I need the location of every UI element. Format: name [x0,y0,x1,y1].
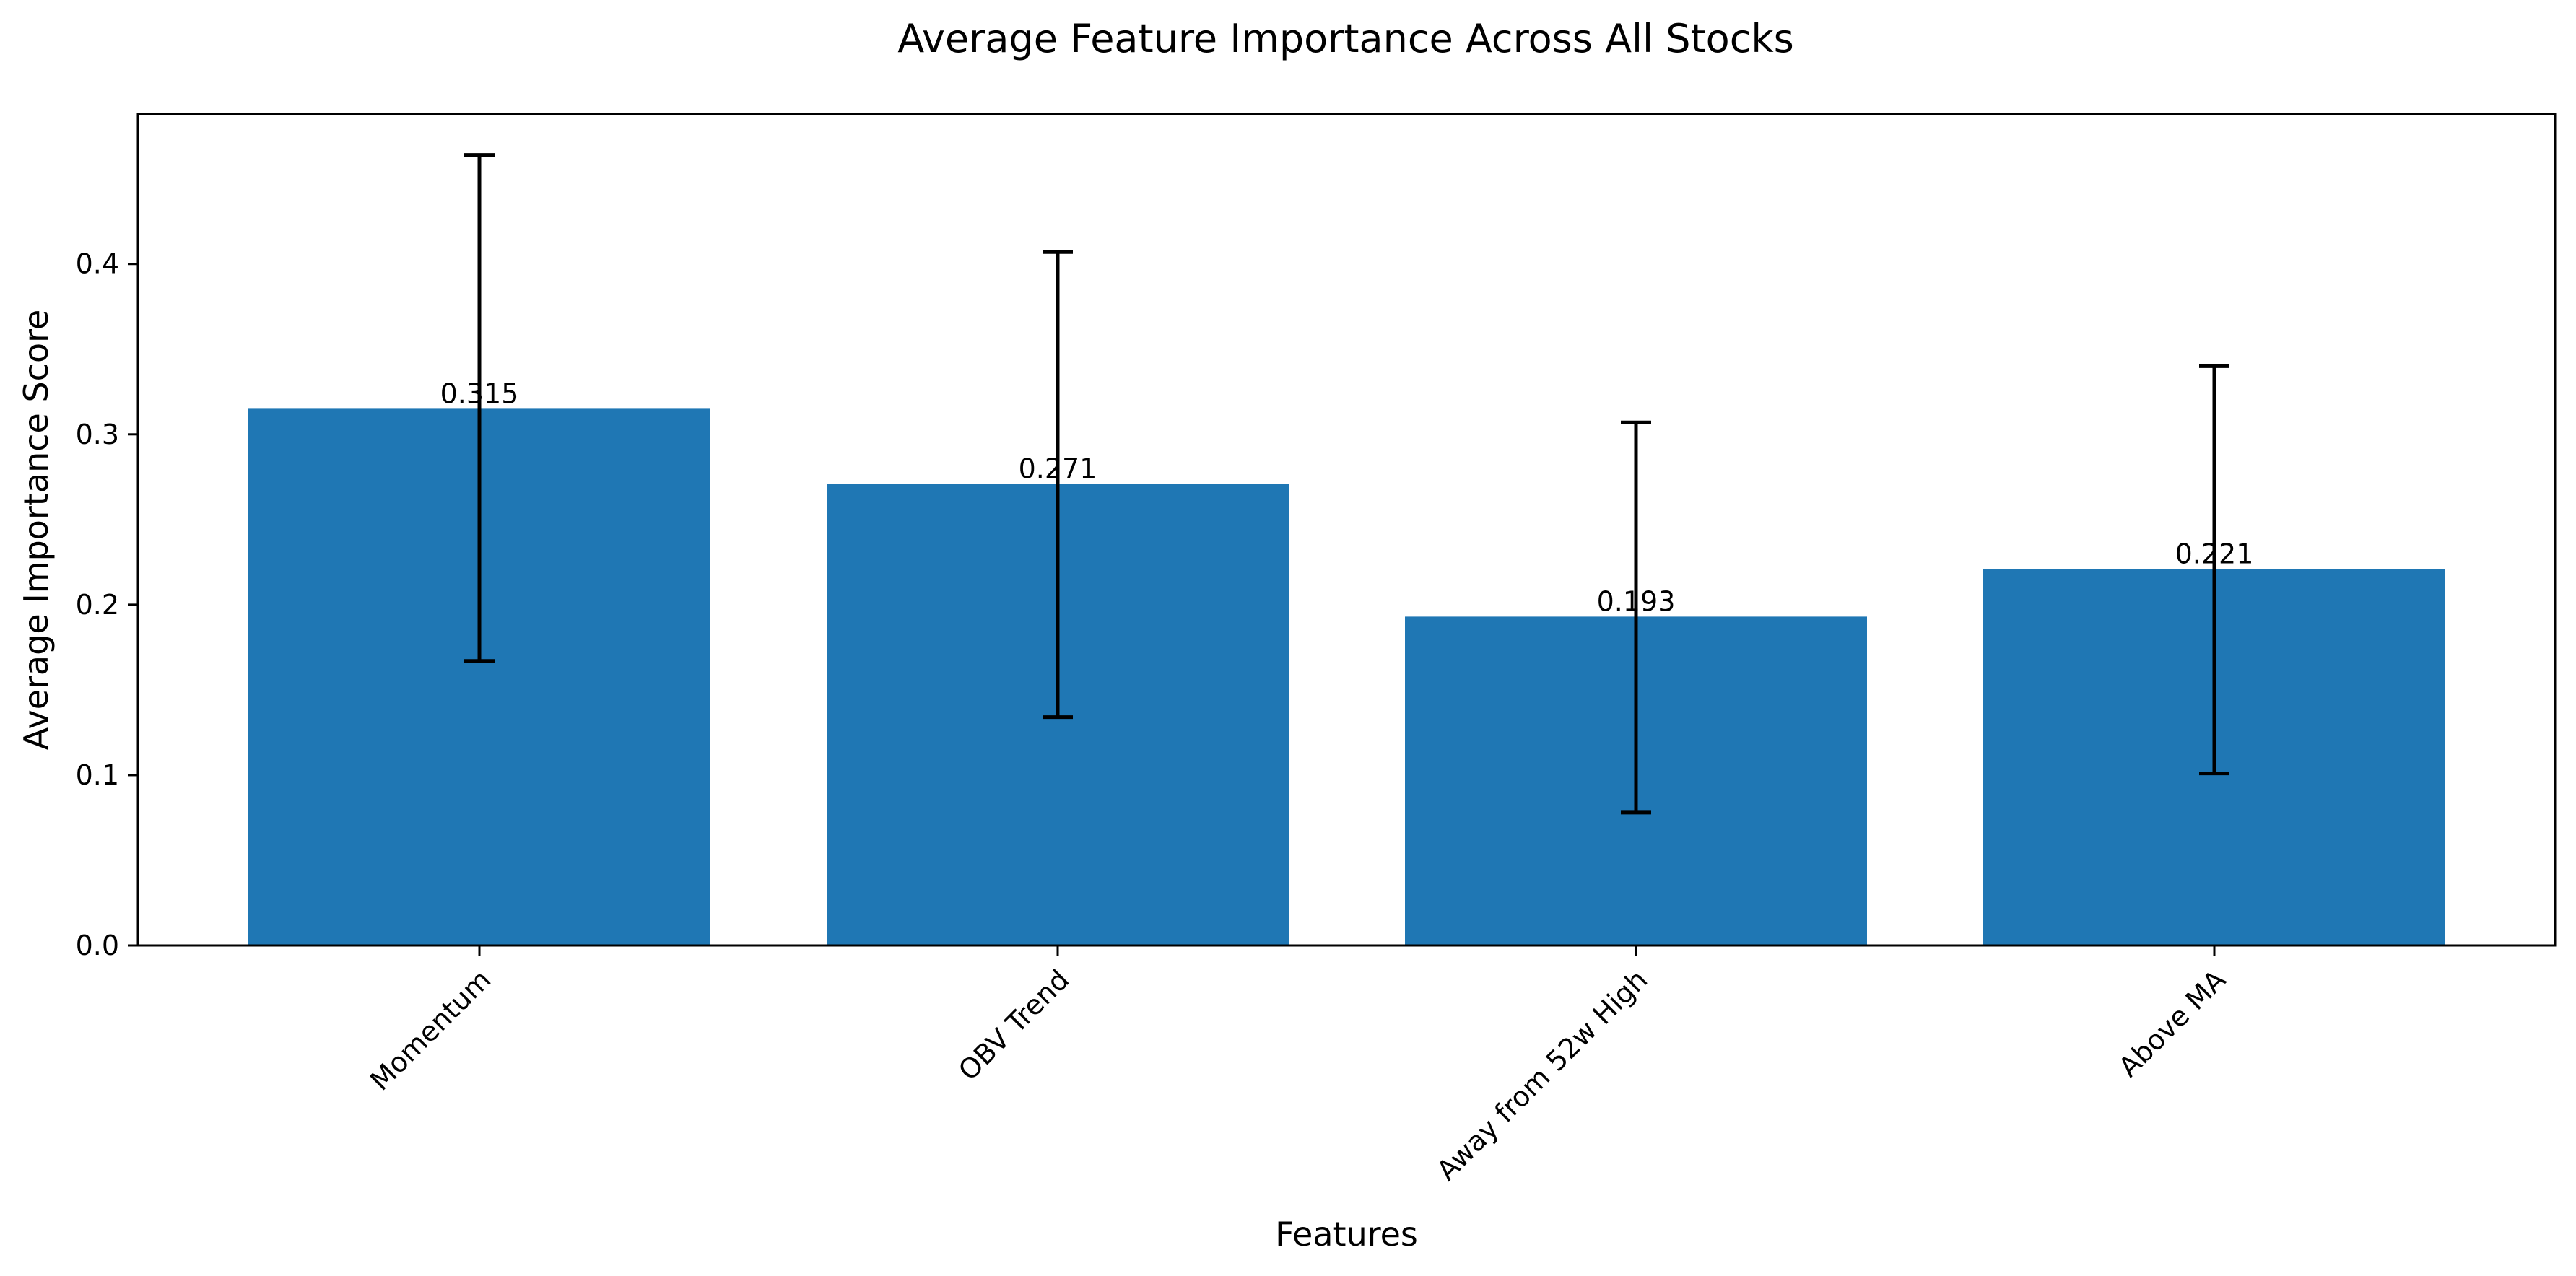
x-axis-label: Features [1275,1215,1418,1254]
y-tick-label: 0.3 [76,419,119,450]
y-tick-label: 0.4 [76,248,119,280]
plot-frame [136,113,2557,947]
bar-value-label: 0.221 [2175,538,2254,569]
y-tick-label: 0.0 [76,930,119,961]
y-axis-label: Average Importance Score [17,310,56,751]
bar-value-label: 0.315 [440,377,519,409]
y-tick-label: 0.1 [76,759,119,791]
bar-value-label: 0.271 [1019,453,1097,484]
chart-title: Average Feature Importance Across All St… [897,16,1794,61]
y-axis-ticks: 0.0 0.1 0.2 0.3 0.4 [76,248,138,961]
bar-value-label: 0.193 [1597,585,1676,617]
bar-value-labels: 0.315 0.271 0.193 0.221 [440,377,2254,617]
error-bars [464,153,2229,815]
y-tick-label: 0.2 [76,589,119,621]
